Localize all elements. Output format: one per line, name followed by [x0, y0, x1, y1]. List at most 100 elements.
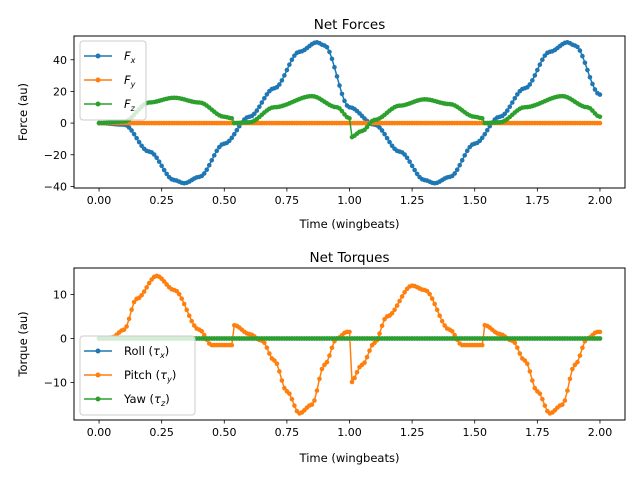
data-point-f-x	[384, 135, 390, 141]
legend-label-yaw: Yaw (τz)	[123, 392, 170, 408]
data-point-pitch-y	[287, 391, 292, 396]
data-point-pitch-y	[131, 299, 137, 305]
data-point-pitch-y	[364, 354, 370, 360]
data-point-pitch-y	[517, 351, 523, 356]
data-point-pitch-y	[199, 328, 205, 334]
net-torques-ytick-label: 0	[60, 332, 67, 345]
net-forces-ytick-label: 40	[53, 54, 67, 67]
data-point-f-x	[204, 167, 210, 173]
legend-marker-yaw	[95, 396, 101, 402]
legend-fz-sub: z	[130, 104, 136, 113]
data-point-yaw-z	[597, 336, 603, 341]
net-torques-xtick-label: 1.75	[525, 426, 550, 439]
legend-label-pitch: Pitch (τy)	[124, 368, 176, 384]
data-point-pitch-y	[229, 342, 235, 348]
data-point-f-x	[484, 127, 490, 133]
data-point-pitch-y	[432, 301, 437, 307]
data-point-pitch-y	[452, 332, 457, 338]
data-point-f-x	[412, 167, 417, 173]
data-point-pitch-y	[580, 345, 585, 351]
data-point-pitch-y	[542, 403, 548, 408]
net-forces-xtick-label: 0.50	[212, 194, 237, 207]
data-point-pitch-y	[397, 298, 402, 304]
data-point-pitch-y	[352, 375, 357, 381]
data-point-f-x	[287, 62, 292, 67]
data-point-f-x	[209, 157, 215, 163]
net-forces-title: Net Forces	[314, 17, 386, 33]
data-point-f-x	[327, 49, 332, 55]
data-point-f-x	[282, 73, 287, 78]
net-torques-ytick-label: −10	[44, 377, 67, 390]
data-point-f-x	[139, 143, 144, 149]
net-forces-xlabel: Time (wingbeats)	[299, 217, 400, 231]
data-point-pitch-y	[317, 376, 322, 382]
net-torques-xtick-label: 0.00	[87, 426, 112, 439]
data-point-pitch-y	[354, 369, 360, 375]
net-forces-xtick-label: 0.75	[275, 194, 300, 207]
data-point-f-x	[259, 100, 265, 105]
data-point-pitch-y	[560, 402, 565, 407]
data-point-f-z	[479, 116, 485, 121]
data-point-f-x	[234, 127, 240, 133]
data-point-f-x	[510, 100, 515, 105]
data-point-pitch-y	[429, 296, 435, 301]
data-point-f-x	[387, 139, 392, 145]
data-point-f-x	[262, 95, 267, 101]
net-forces-ticks: 0.00 0.25 0.50 0.75 1.00 1.25 1.50 1.75 2.00 −40 −…	[44, 54, 612, 207]
data-point-pitch-y	[575, 359, 580, 365]
data-point-pitch-y	[527, 369, 533, 374]
data-point-f-x	[512, 95, 518, 101]
data-point-f-x	[577, 48, 583, 53]
data-point-f-x	[587, 75, 593, 80]
data-point-f-z	[597, 114, 603, 120]
net-forces-data	[96, 40, 603, 186]
data-point-pitch-y	[186, 313, 192, 319]
net-torques-xtick-label: 1.50	[462, 426, 487, 439]
data-point-pitch-y	[434, 307, 440, 313]
data-point-pitch-y	[121, 327, 127, 332]
legend-pitch-sub: y	[166, 375, 172, 384]
data-point-f-x	[342, 98, 347, 104]
legend-fx-sub: x	[130, 56, 136, 65]
data-point-pitch-y	[577, 353, 583, 358]
legend-entry-roll: Roll (τx)	[84, 344, 169, 360]
data-point-f-x	[264, 92, 270, 97]
data-point-f-x	[464, 148, 470, 154]
data-point-pitch-y	[189, 318, 195, 324]
legend-roll-tau: τ	[153, 344, 160, 358]
data-point-pitch-y	[327, 353, 332, 358]
data-point-pitch-y	[442, 323, 447, 328]
data-point-pitch-y	[349, 379, 355, 385]
legend-entry-pitch: Pitch (τy)	[84, 368, 176, 384]
data-point-f-x	[206, 162, 212, 168]
data-point-pitch-y	[262, 340, 267, 346]
legend-yaw-tau: τ	[154, 392, 161, 406]
data-point-f-y	[597, 120, 603, 126]
legend-pitch-pre: Pitch (	[124, 368, 160, 382]
data-point-pitch-y	[439, 318, 445, 324]
data-point-f-x	[161, 167, 167, 173]
data-point-f-x	[580, 53, 585, 59]
data-point-f-x	[477, 138, 483, 144]
net-torques-legend: Roll (τx) Pitch (τy) Yaw (τz)	[79, 335, 196, 416]
data-point-pitch-y	[201, 332, 207, 338]
legend-marker-fy	[95, 77, 101, 83]
data-point-pitch-y	[126, 316, 132, 322]
net-forces-xtick-label: 0.00	[87, 194, 112, 207]
legend-entry-fy: Fy	[84, 73, 136, 89]
net-torques-panel: 0.00 0.25 0.50 0.75 1.00 1.25 1.50 1.75 2.00 −10 0…	[16, 250, 626, 465]
data-point-f-x	[454, 167, 460, 173]
data-point-f-x	[382, 131, 387, 137]
data-point-f-x	[324, 44, 330, 50]
data-point-f-x	[504, 108, 510, 113]
data-point-pitch-y	[272, 358, 277, 363]
net-torques-xtick-label: 0.50	[212, 426, 237, 439]
data-point-pitch-y	[141, 289, 147, 294]
data-point-pitch-y	[479, 342, 485, 348]
data-point-pitch-y	[289, 396, 295, 402]
data-point-pitch-y	[512, 340, 518, 346]
data-point-f-x	[159, 163, 164, 169]
data-point-f-x	[151, 152, 157, 157]
net-forces-xtick-label: 2.00	[588, 194, 613, 207]
data-point-pitch-y	[267, 351, 272, 356]
